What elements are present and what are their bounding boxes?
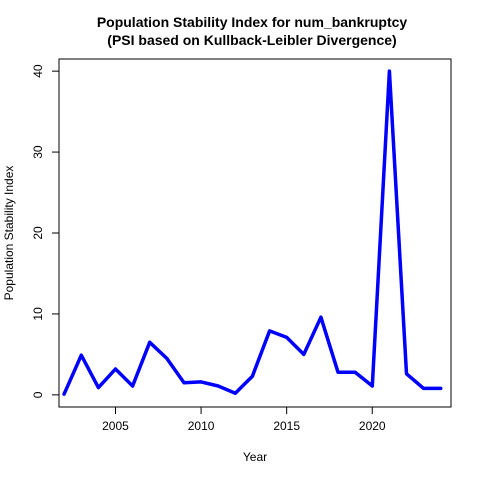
chart-subtitle: (PSI based on Kullback-Leibler Divergenc… [107,32,396,48]
data-point [302,352,306,356]
data-point [148,340,152,344]
data-point [165,356,169,360]
y-tick-label: 0 [31,391,45,398]
data-point [439,386,443,390]
y-tick-label: 40 [31,64,45,78]
data-point [319,315,323,319]
y-axis-label: Population Stability Index [2,166,16,301]
data-point [250,374,254,378]
data-point [422,386,426,390]
data-point [216,384,220,388]
data-point [387,69,391,73]
data-point [62,392,66,396]
x-tick-label: 2010 [188,419,215,433]
data-point [96,386,100,390]
data-point [79,353,83,357]
data-point [113,367,117,371]
data-point [268,329,272,333]
x-axis-ticks: 2005 2010 2015 2020 [102,407,386,433]
data-point [233,391,237,395]
data-point [336,370,340,374]
y-axis-ticks: 0 10 20 30 40 [31,64,59,398]
y-tick-label: 30 [31,145,45,159]
x-axis-label: Year [243,450,267,464]
x-tick-label: 2005 [102,419,129,433]
chart-title: Population Stability Index for num_bankr… [97,14,408,30]
y-tick-label: 20 [31,226,45,240]
data-point [199,380,203,384]
y-tick-label: 10 [31,307,45,321]
data-point [353,370,357,374]
data-point [404,372,408,376]
data-points [62,69,443,396]
data-point [131,384,135,388]
x-tick-label: 2020 [359,419,386,433]
data-point [182,381,186,385]
series-line [62,69,443,396]
x-tick-label: 2015 [273,419,300,433]
data-point [370,384,374,388]
data-point [285,335,289,339]
